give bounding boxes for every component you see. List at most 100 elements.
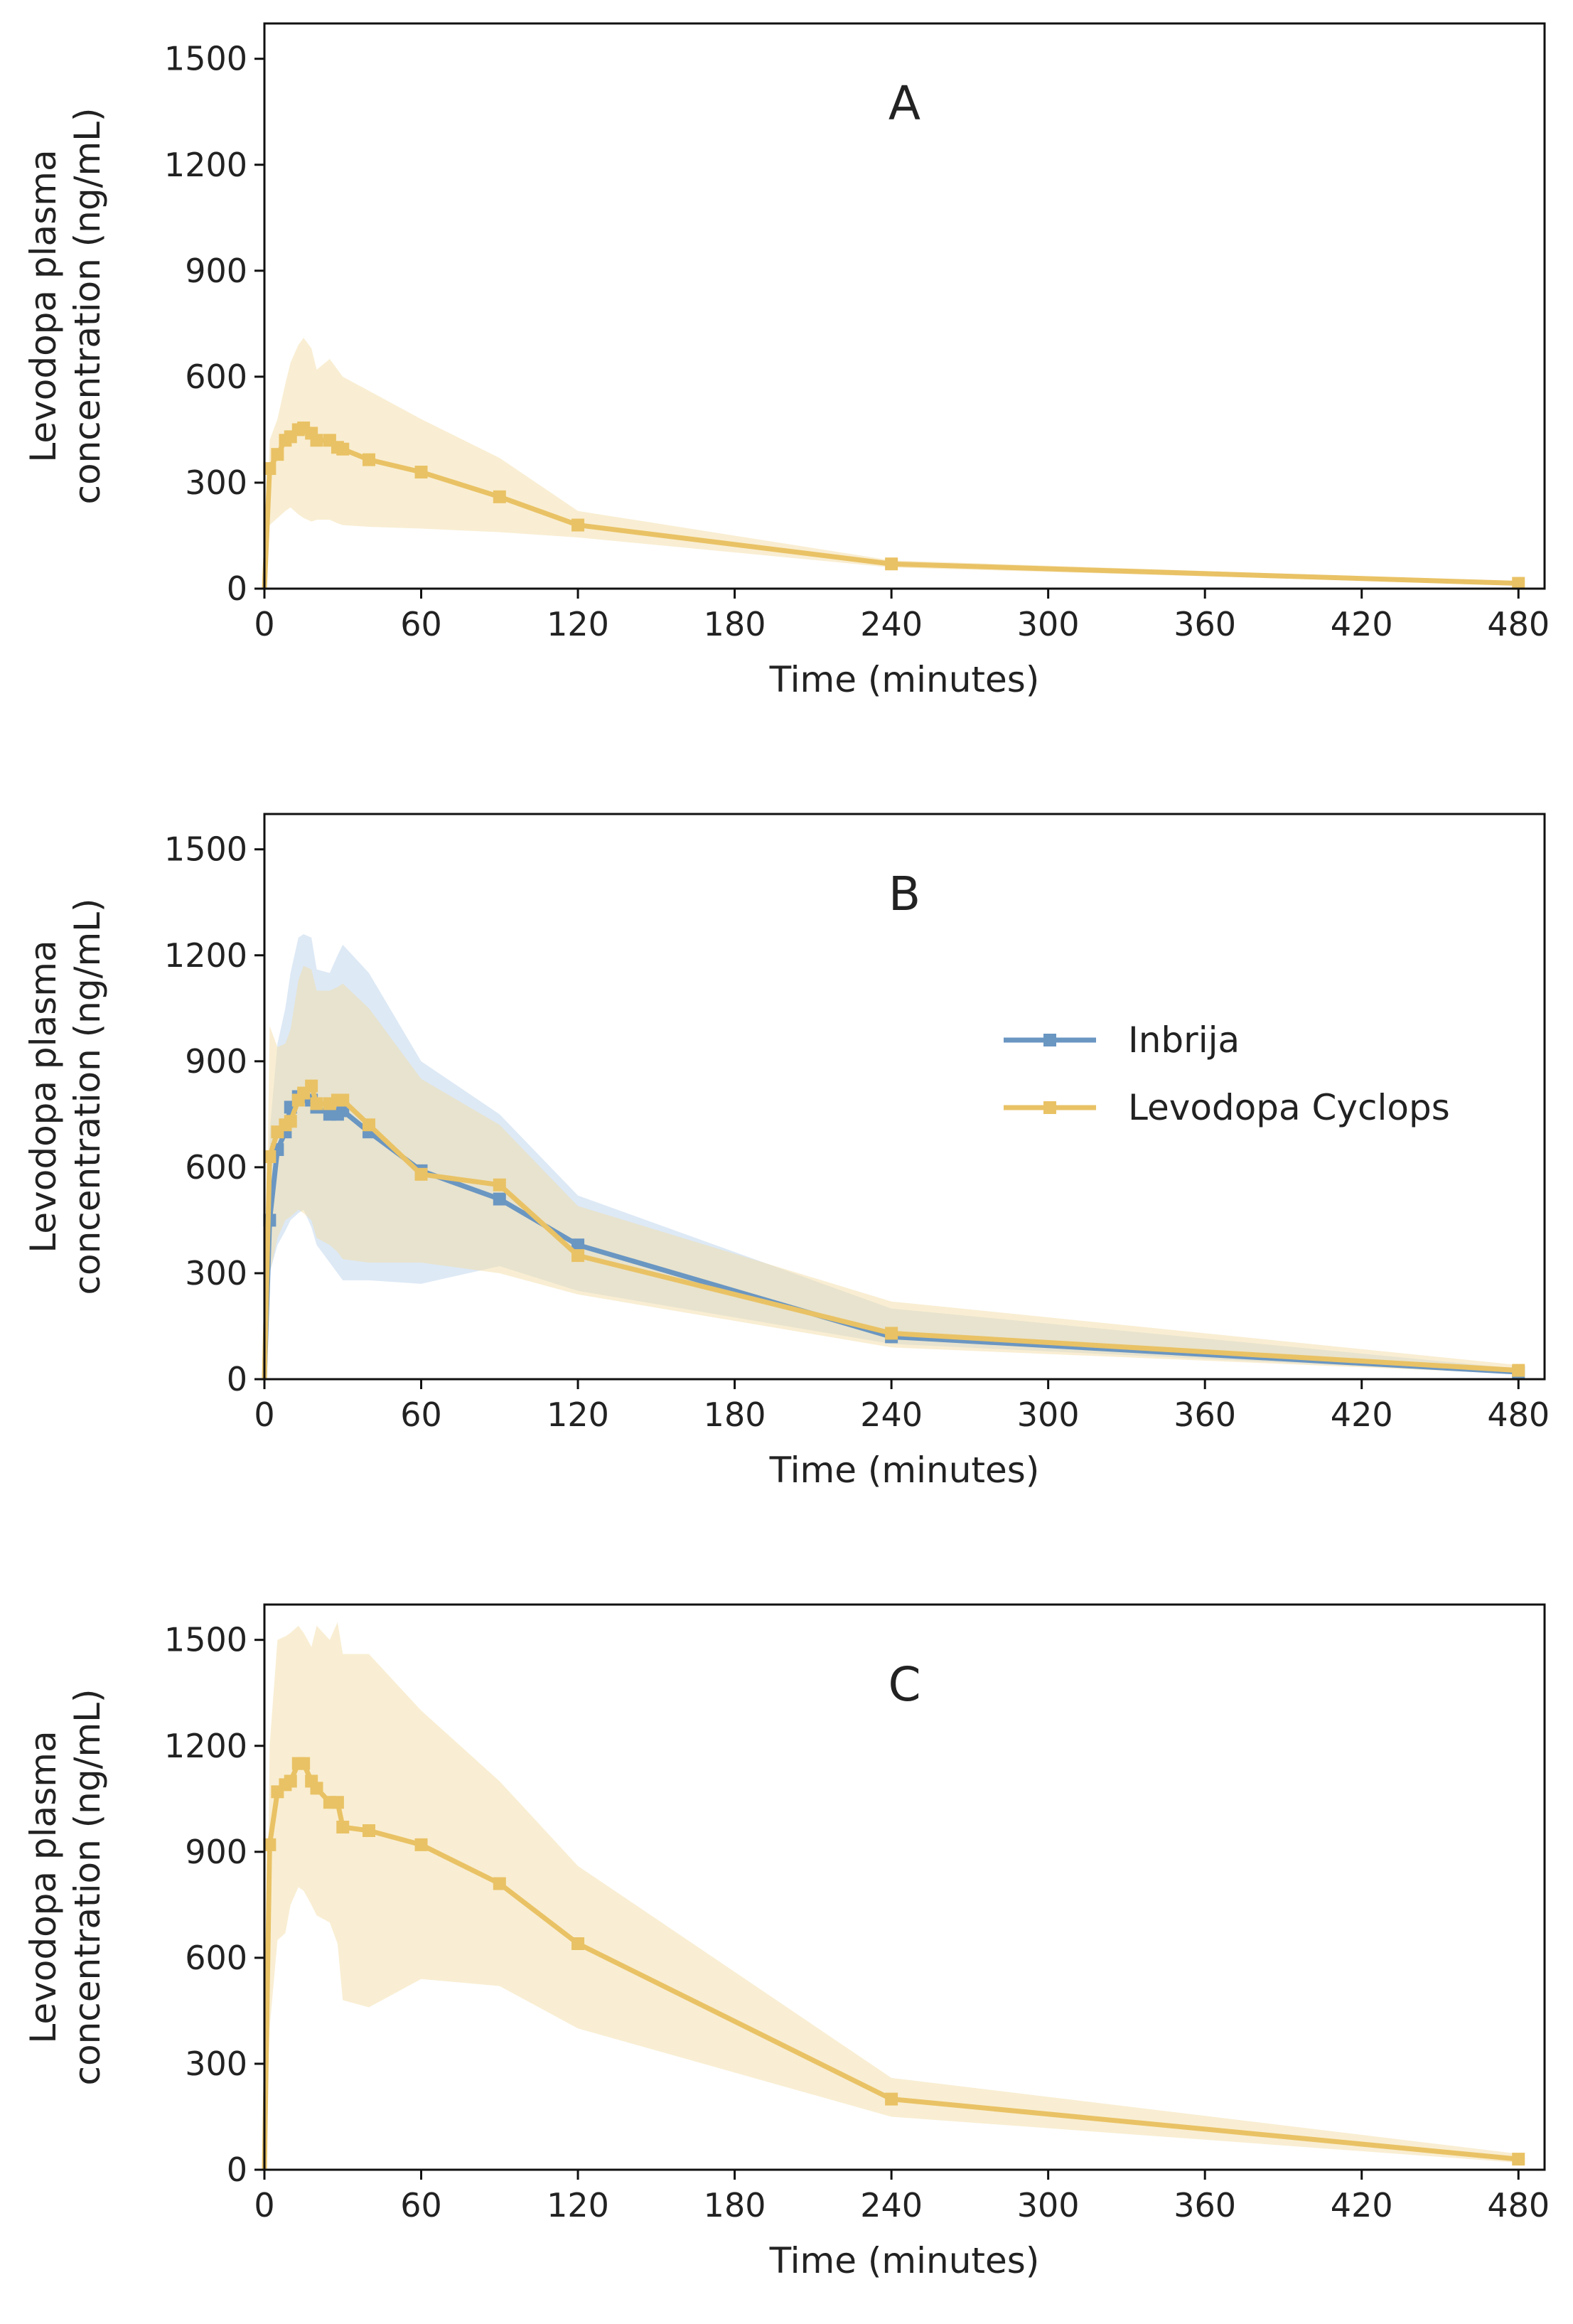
panel-a-xtick-label: 120 [547, 605, 609, 643]
panel-b-frame [263, 813, 1546, 1381]
panel-b-point-levodopa-cyclops [336, 1093, 350, 1107]
panel-b-y-axis-title-line: Levodopa plasma [23, 940, 64, 1253]
panel-c: 0 60 120 180 240 300 360 420 480 0 300 600 900 1200 15… [23, 1603, 1550, 2281]
panel-b-y-axis-title: Levodopa plasmaconcentration (ng/mL) [23, 898, 108, 1295]
panel-a-point-levodopa-cyclops [414, 466, 428, 479]
panel-b-xtick-label: 180 [704, 1396, 766, 1434]
panel-a-point-levodopa-cyclops [363, 453, 376, 466]
panel-a-xtick-label: 420 [1331, 605, 1393, 643]
panel-c-xtick-label: 480 [1487, 2186, 1550, 2224]
panel-b-point-levodopa-cyclops [414, 1167, 428, 1181]
panel-c-ytick-label: 900 [185, 1833, 247, 1871]
panel-c-point-levodopa-cyclops [331, 1796, 344, 1809]
panel-b: 0 60 120 180 240 300 360 420 480 0 300 600 900 1200 15… [23, 813, 1550, 1491]
panel-a-ytick-label: 900 [185, 252, 247, 290]
panel-a-point-levodopa-cyclops [493, 490, 506, 503]
panel-a-frame [263, 22, 1546, 590]
panel-b-ytick-label: 0 [227, 1360, 247, 1398]
panel-c-xtick-label: 360 [1174, 2186, 1236, 2224]
panel-c-point-levodopa-cyclops [297, 1757, 311, 1770]
panel-b-point-levodopa-cyclops [571, 1249, 585, 1263]
panel-c-y-axis-title-line: Levodopa plasma [23, 1730, 64, 2043]
panel-c-point-levodopa-cyclops [363, 1824, 376, 1837]
panel-c-xtick-label: 300 [1017, 2186, 1080, 2224]
panel-a: 0 60 120 180 240 300 360 420 480 0 300 600 900 1200 15… [23, 22, 1550, 700]
panel-a-band-levodopa-cyclops [264, 338, 1519, 589]
panel-b-ytick-label: 600 [185, 1148, 247, 1187]
panel-c-ytick-label: 1500 [164, 1621, 247, 1659]
panel-a-ytick-label: 0 [227, 569, 247, 608]
panel-a-ytick-label: 300 [185, 464, 247, 502]
panel-b-xtick-label: 240 [860, 1396, 923, 1434]
panel-b-band-levodopa-cyclops [264, 965, 1519, 1379]
legend-swatch-marker [1043, 1101, 1056, 1114]
panel-c-point-levodopa-cyclops [310, 1782, 323, 1795]
panel-c-point-levodopa-cyclops [414, 1838, 428, 1851]
panel-c-ytick-label: 0 [227, 2151, 247, 2189]
panel-c-xtick-label: 240 [860, 2186, 923, 2224]
panel-c-y-axis-title: Levodopa plasmaconcentration (ng/mL) [23, 1688, 108, 2085]
panel-c-frame [263, 1603, 1546, 2171]
panel-c-x-axis-title: Time (minutes) [769, 2240, 1040, 2281]
panel-b-xtick-label: 300 [1017, 1396, 1080, 1434]
panel-a-xtick-label: 180 [704, 605, 766, 643]
panel-c-point-levodopa-cyclops [493, 1877, 506, 1890]
panel-c-ytick-label: 600 [185, 1939, 247, 1977]
panel-c-xtick-label: 60 [400, 2186, 442, 2224]
panel-a-xtick-label: 0 [254, 605, 274, 643]
panel-b-point-levodopa-cyclops [284, 1115, 297, 1128]
panel-a-point-levodopa-cyclops [1512, 577, 1525, 590]
panel-a-point-levodopa-cyclops [263, 462, 277, 476]
panel-b-point-levodopa-cyclops [310, 1097, 323, 1110]
panel-c-point-levodopa-cyclops [263, 1838, 277, 1851]
panel-b-point-levodopa-cyclops [363, 1118, 376, 1132]
legend-entry-inbrija: Inbrija [1128, 1019, 1240, 1061]
panel-a-y-axis-title-line: Levodopa plasma [23, 149, 64, 462]
panel-b-point-levodopa-cyclops [885, 1327, 898, 1340]
panel-b-xtick-label: 0 [254, 1396, 274, 1434]
panel-c-title: C [888, 1657, 920, 1712]
panel-a-ytick-label: 600 [185, 358, 247, 396]
panel-b-legend: Inbrija Levodopa Cyclops [1004, 1019, 1450, 1128]
panel-a-title: A [888, 76, 920, 131]
panel-c-ytick-label: 300 [185, 2045, 247, 2083]
panel-c-point-levodopa-cyclops [1512, 2153, 1525, 2166]
panel-b-ytick-label: 1200 [164, 936, 247, 975]
panel-b-y-axis-title-line: concentration (ng/mL) [67, 898, 108, 1295]
panel-a-xtick-label: 480 [1487, 605, 1550, 643]
panel-a-y-axis-title-line: concentration (ng/mL) [67, 107, 108, 504]
panel-b-point-levodopa-cyclops [263, 1150, 277, 1163]
panel-b-title: B [888, 867, 920, 921]
panel-a-point-levodopa-cyclops [271, 448, 284, 461]
panel-c-point-levodopa-cyclops [885, 2092, 898, 2106]
panel-a-point-levodopa-cyclops [336, 442, 350, 456]
panel-b-point-inbrija [493, 1192, 506, 1206]
panel-b-point-levodopa-cyclops [1512, 1364, 1525, 1377]
panel-a-point-levodopa-cyclops [885, 557, 898, 571]
legend-entry-levodopa-cyclops: Levodopa Cyclops [1128, 1087, 1450, 1128]
panel-c-y-axis-title-line: concentration (ng/mL) [67, 1688, 108, 2085]
panel-b-ytick-label: 900 [185, 1042, 247, 1081]
panel-b-xtick-label: 60 [400, 1396, 442, 1434]
panel-c-xtick-label: 420 [1331, 2186, 1393, 2224]
panel-a-y-axis-title: Levodopa plasmaconcentration (ng/mL) [23, 107, 108, 504]
panel-b-point-levodopa-cyclops [493, 1178, 506, 1192]
panel-a-ytick-label: 1500 [164, 40, 247, 78]
panel-c-xtick-label: 180 [704, 2186, 766, 2224]
legend-swatch-marker [1043, 1034, 1056, 1046]
panel-b-point-inbrija [571, 1238, 585, 1252]
panel-b-ytick-label: 300 [185, 1254, 247, 1292]
panel-c-point-levodopa-cyclops [571, 1937, 585, 1950]
panel-c-point-levodopa-cyclops [284, 1774, 297, 1788]
panel-a-x-axis-title: Time (minutes) [769, 659, 1040, 700]
panel-b-point-inbrija [336, 1104, 350, 1118]
panel-c-point-levodopa-cyclops [336, 1821, 350, 1834]
panel-c-xtick-label: 0 [254, 2186, 274, 2224]
panel-b-xtick-label: 360 [1174, 1396, 1236, 1434]
panel-a-xtick-label: 60 [400, 605, 442, 643]
panel-b-xtick-label: 120 [547, 1396, 609, 1434]
panel-b-ytick-label: 1500 [164, 830, 247, 869]
panel-b-xtick-label: 480 [1487, 1396, 1550, 1434]
panel-c-ytick-label: 1200 [164, 1727, 247, 1765]
